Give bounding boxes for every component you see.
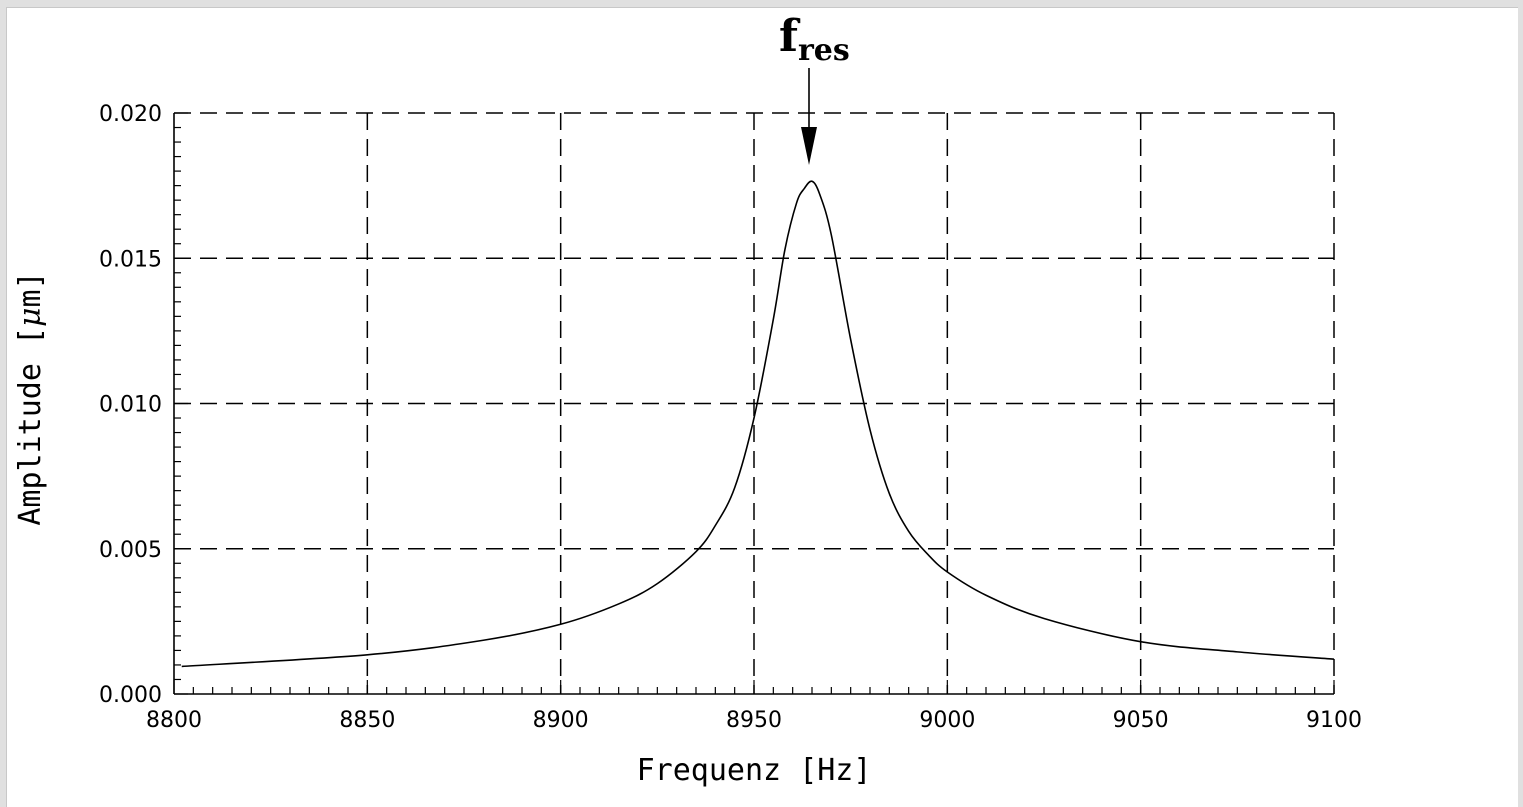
y-tick-label: 0.020 <box>99 102 162 127</box>
chart-canvas: 8800 8850 8900 8950 9000 9050 9100 0.0000.0050… <box>13 11 1362 788</box>
y-tick-label: 0.010 <box>99 393 162 418</box>
x-tick-label: 9000 <box>919 708 975 733</box>
resonance-annotation: fres <box>779 11 850 165</box>
x-tick-label: 8950 <box>726 708 782 733</box>
x-tick-label: 8800 <box>146 708 202 733</box>
resonance-curve <box>181 180 1335 668</box>
x-tick-label: 8900 <box>533 708 589 733</box>
ticks-layer <box>173 112 1335 695</box>
y-axis-title-tail: m] <box>13 271 48 307</box>
x-tick-label: 8850 <box>339 708 395 733</box>
y-tick-label: 0.015 <box>99 247 162 272</box>
fres-label-main: f <box>779 11 801 62</box>
fres-arrow-head <box>801 127 817 165</box>
x-tick-labels: 8800 8850 8900 8950 9000 9050 9100 <box>146 708 1362 733</box>
chart-frame: 8800 8850 8900 8950 9000 9050 9100 0.000 0.005 0… <box>6 7 1518 807</box>
x-axis-title: Frequenz [Hz] <box>637 753 872 788</box>
grid-layer <box>174 112 1335 694</box>
y-tick-label: 0.005 <box>99 538 162 563</box>
fres-label: fres <box>779 11 850 68</box>
y-axis-title: Amplitude [μm] <box>13 271 48 525</box>
y-axis-title-main: Amplitude [ <box>13 327 48 526</box>
y-axis-title-greek: μ <box>13 307 48 327</box>
x-tick-label: 9100 <box>1306 708 1362 733</box>
y-tick-labels: 0.000 0.005 0.010 0.015 0.020 <box>99 102 162 708</box>
fres-label-sub: res <box>798 33 850 68</box>
x-tick-label: 9050 <box>1113 708 1169 733</box>
y-tick-label: 0.000 <box>99 683 162 708</box>
